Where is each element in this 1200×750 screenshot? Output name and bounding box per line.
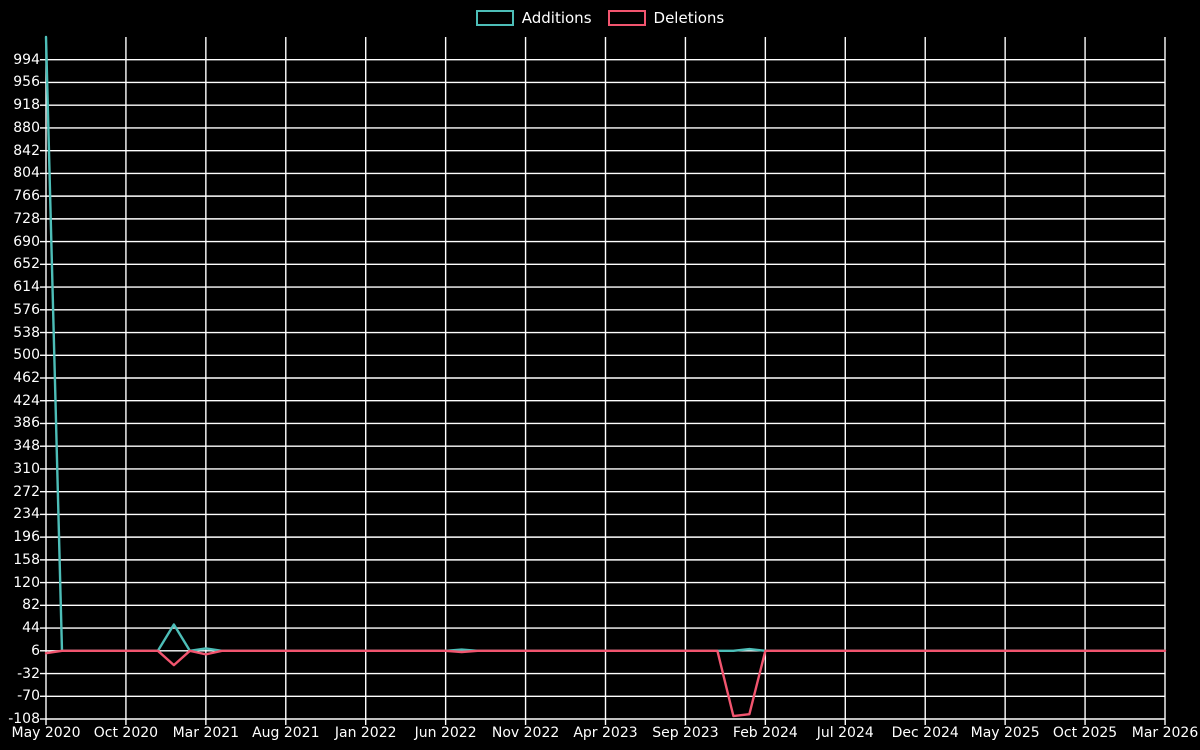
plot-area <box>40 35 1167 725</box>
legend-entry-additions[interactable]: Additions <box>475 8 592 27</box>
x-tick-label: Feb 2024 <box>732 725 798 741</box>
x-tick-label: Mar 2026 <box>1131 725 1199 741</box>
y-tick-label: 310 <box>13 460 40 477</box>
y-tick-label: 44 <box>22 620 40 637</box>
y-tick-label: 918 <box>13 97 40 114</box>
x-tick-label: Jul 2024 <box>816 725 874 741</box>
x-tick-label: Nov 2022 <box>491 725 560 741</box>
y-tick-label: -32 <box>17 665 40 682</box>
y-tick-label: 766 <box>13 188 40 205</box>
y-axis-labels: 994 956 918 880 842 804 766 728 690 652 614 576 538 5… <box>0 37 40 726</box>
y-tick-label: 956 <box>13 74 40 91</box>
y-tick-label: 614 <box>13 279 40 296</box>
x-tick-label: Dec 2024 <box>891 725 959 741</box>
legend-swatch-additions <box>475 10 514 26</box>
chart-legend: Additions Deletions <box>0 0 1200 36</box>
y-tick-label: 880 <box>13 119 40 136</box>
legend-label-additions: Additions <box>521 8 592 27</box>
x-tick-label: Sep 2023 <box>652 725 719 741</box>
x-tick-label: Oct 2025 <box>1052 725 1118 741</box>
x-tick-label: Mar 2021 <box>172 725 240 741</box>
y-tick-label: 652 <box>13 256 40 273</box>
x-tick-label: Jun 2022 <box>414 725 477 741</box>
x-tick-label: Apr 2023 <box>573 725 638 741</box>
y-tick-label: 500 <box>13 347 40 364</box>
legend-label-deletions: Deletions <box>653 8 725 27</box>
y-tick-label: 386 <box>13 415 40 432</box>
y-tick-label: 462 <box>13 370 40 386</box>
y-tick-label: -108 <box>8 711 40 727</box>
y-tick-label: 842 <box>13 142 40 159</box>
series-deletions <box>44 649 1167 718</box>
x-tick-label: Jan 2022 <box>334 725 397 741</box>
legend-entry-deletions[interactable]: Deletions <box>607 8 725 27</box>
y-tick-label: 120 <box>13 574 40 591</box>
legend-swatch-deletions <box>607 10 646 26</box>
y-tick-label: 728 <box>13 210 40 227</box>
y-tick-label: 994 <box>13 51 40 68</box>
y-tick-label: 234 <box>13 506 40 523</box>
y-tick-label: 804 <box>13 165 40 182</box>
y-tick-label: 272 <box>13 483 40 500</box>
x-tick-label: May 2020 <box>11 725 81 741</box>
y-tick-label: 196 <box>13 529 40 546</box>
x-tick-label: Aug 2021 <box>252 725 320 741</box>
y-tick-label: -70 <box>17 688 40 705</box>
y-tick-label: 690 <box>13 233 40 250</box>
x-tick-label: May 2025 <box>970 725 1040 741</box>
y-tick-label: 348 <box>13 438 40 455</box>
plot-canvas <box>40 35 1167 725</box>
x-tick-label: Oct 2020 <box>93 725 159 741</box>
y-tick-label: 82 <box>22 597 40 614</box>
y-tick-label: 6 <box>31 642 40 659</box>
y-tick-label: 424 <box>13 392 40 409</box>
y-tick-label: 158 <box>13 551 40 568</box>
x-axis-labels: May 2020 Oct 2020 Mar 2021 Aug 2021 Jan 2022… <box>0 725 1200 750</box>
y-tick-label: 576 <box>13 301 40 318</box>
y-tick-label: 538 <box>13 324 40 341</box>
